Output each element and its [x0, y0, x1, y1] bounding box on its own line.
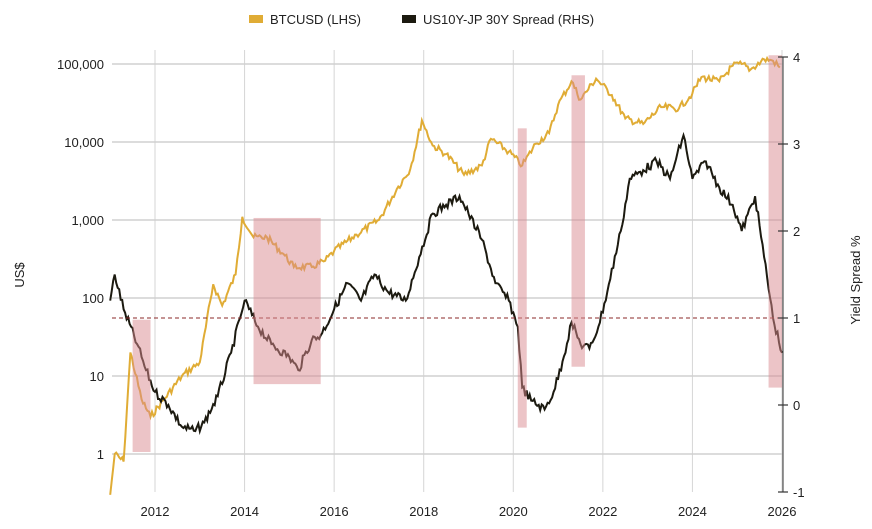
x-tick-label: 2014 — [230, 504, 259, 519]
y-tick-label: 100 — [82, 291, 104, 306]
y2-tick-label: -1 — [793, 485, 805, 500]
y2-tick-label: 2 — [793, 224, 800, 239]
y2-tick-label: 3 — [793, 137, 800, 152]
shaded-region — [517, 128, 527, 428]
legend-swatch-btc — [249, 15, 263, 23]
shaded-region — [768, 55, 782, 388]
y-tick-label: 10 — [90, 369, 104, 384]
y-tick-label: 1,000 — [71, 213, 104, 228]
shaded-region — [132, 319, 151, 452]
spread-line — [109, 131, 783, 436]
legend: BTCUSD (LHS) US10Y-JP 30Y Spread (RHS) — [249, 12, 594, 27]
legend-swatch-spread — [402, 15, 416, 23]
shaded-region — [253, 217, 321, 385]
y-tick-label: 10,000 — [64, 135, 104, 150]
legend-label-spread: US10Y-JP 30Y Spread (RHS) — [423, 12, 594, 27]
x-tick-label: 2026 — [768, 504, 797, 519]
x-tick-label: 2022 — [588, 504, 617, 519]
y2-tick-label: 1 — [793, 311, 800, 326]
x-tick-label: 2024 — [678, 504, 707, 519]
y-axis-label: US$ — [12, 262, 27, 288]
y2-axis-label: Yield Spread % — [848, 235, 863, 325]
y2-tick-label: 4 — [793, 50, 800, 65]
y-tick-label: 1 — [97, 447, 104, 462]
x-tick-label: 2020 — [499, 504, 528, 519]
x-tick-label: 2016 — [320, 504, 349, 519]
x-tick-label: 2012 — [141, 504, 170, 519]
legend-label-btc: BTCUSD (LHS) — [270, 12, 361, 27]
y2-tick-label: 0 — [793, 398, 800, 413]
y-tick-label: 100,000 — [57, 57, 104, 72]
x-tick-label: 2018 — [409, 504, 438, 519]
shaded-region — [571, 75, 585, 367]
btc-line — [109, 55, 781, 495]
